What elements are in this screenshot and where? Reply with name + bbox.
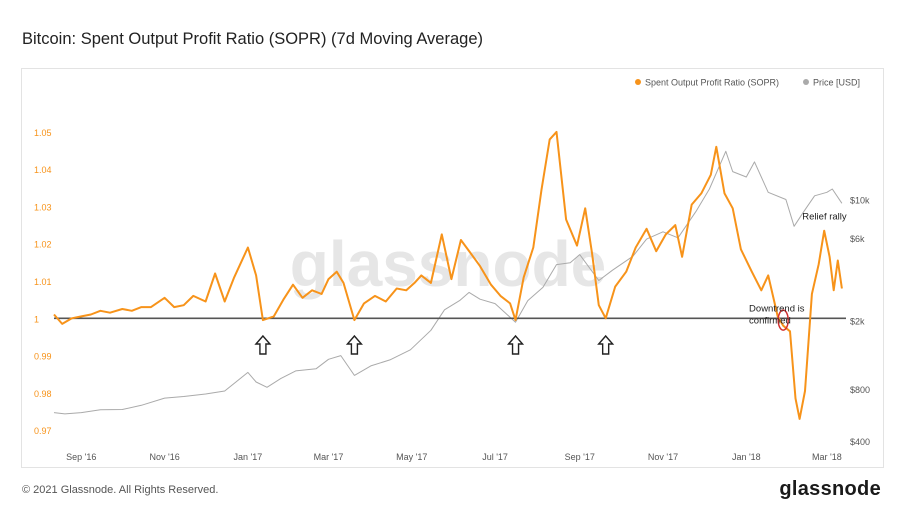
y-left-tick-label: 1.02 (34, 240, 52, 250)
y-right-tick-label: $10k (850, 195, 870, 205)
downtrend-circle-marker (777, 309, 789, 331)
x-tick-label: Sep '17 (565, 452, 595, 462)
x-tick-label: May '17 (396, 452, 427, 462)
chart-panel (21, 68, 884, 468)
y-right-tick-label: $2k (850, 316, 865, 326)
glassnode-logo: glassnode (779, 478, 881, 500)
y-right-tick-label: $6k (850, 234, 865, 244)
y-right-tick-label: $800 (850, 385, 870, 395)
y-left-tick-label: 1 (34, 314, 39, 324)
y-left-tick-label: 0.98 (34, 389, 52, 399)
x-tick-label: Jan '18 (732, 452, 761, 462)
chart-title: Bitcoin: Spent Output Profit Ratio (SOPR… (22, 30, 483, 48)
y-left-tick-label: 0.97 (34, 426, 52, 436)
up-arrow-annotation (507, 334, 525, 355)
x-tick-label: Nov '17 (648, 452, 678, 462)
annotation-text: Relief rally (802, 212, 847, 223)
up-arrow-annotation (254, 334, 272, 355)
x-tick-label: Jul '17 (482, 452, 508, 462)
y-left-tick-label: 1.01 (34, 277, 52, 287)
up-arrow-annotation (345, 334, 363, 355)
x-tick-label: Jan '17 (234, 452, 263, 462)
legend-label: Price [USD] (813, 78, 860, 88)
legend-swatch (803, 79, 809, 85)
y-left-tick-label: 1.05 (34, 128, 52, 138)
copyright-text: © 2021 Glassnode. All Rights Reserved. (22, 484, 219, 496)
x-tick-label: Sep '16 (66, 452, 96, 462)
y-right-tick-label: $400 (850, 437, 870, 447)
up-arrow-annotation (597, 334, 615, 355)
sopr-series-line (53, 130, 843, 420)
y-left-tick-label: 1.04 (34, 165, 52, 175)
x-tick-label: Mar '17 (314, 452, 344, 462)
legend-swatch (635, 79, 641, 85)
legend-label: Spent Output Profit Ratio (SOPR) (645, 78, 779, 88)
annotation-text: Downtrend is confirmed (749, 304, 805, 327)
x-tick-label: Nov '16 (149, 452, 179, 462)
price-series-line (53, 150, 843, 415)
y-left-tick-label: 1.03 (34, 202, 52, 212)
y-left-tick-label: 0.99 (34, 352, 52, 362)
x-tick-label: Mar '18 (812, 452, 842, 462)
